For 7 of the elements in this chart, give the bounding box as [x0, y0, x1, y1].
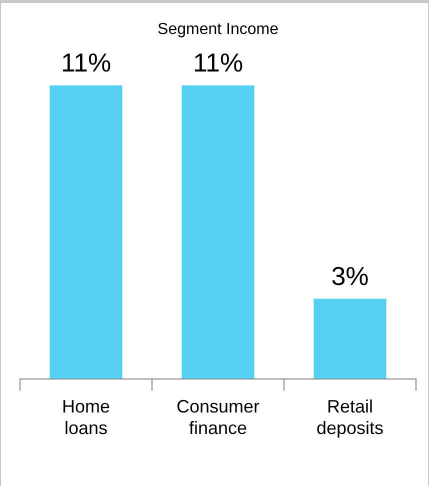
chart-title: Segment Income — [158, 21, 279, 38]
x-tick-label: Home loans — [62, 396, 110, 438]
x-tick-label: Consumer finance — [176, 396, 260, 438]
data-label: 11% — [60, 47, 112, 78]
data-label: 11% — [192, 47, 244, 78]
x-tick-label: Retail deposits — [316, 396, 384, 438]
data-label: 3% — [331, 260, 369, 291]
